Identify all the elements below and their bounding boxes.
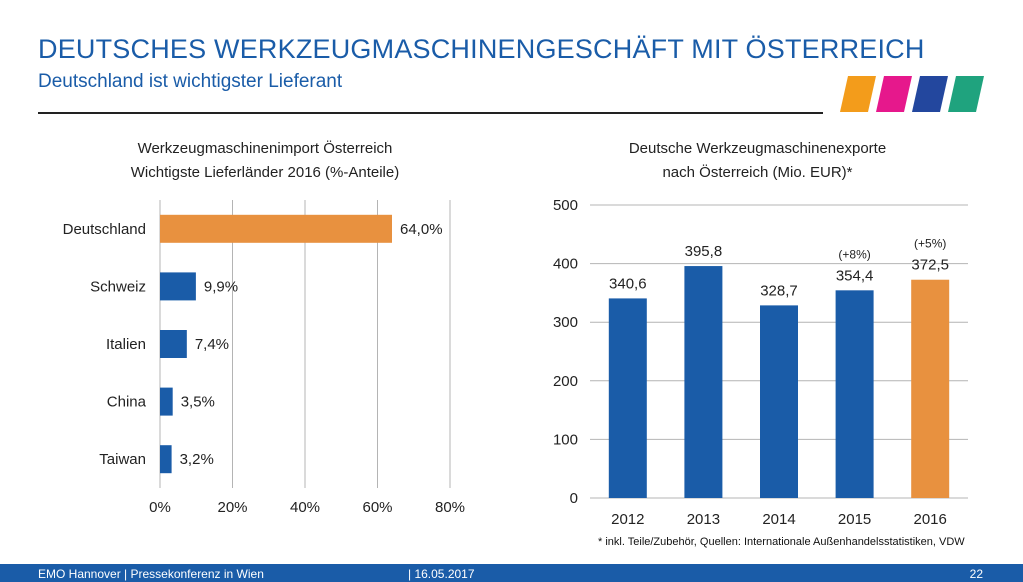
category-label: 2016 bbox=[914, 511, 947, 528]
y-tick-label: 200 bbox=[553, 373, 578, 390]
header-divider bbox=[38, 112, 823, 114]
import-share-chart: 0% 20% 40% 60% 80% Deutschland 64,0% Schweiz 9,9… bbox=[63, 200, 465, 516]
export-chart-title-line2: nach Österreich (Mio. EUR)* bbox=[662, 164, 853, 181]
bar bbox=[835, 290, 874, 498]
page-subtitle: Deutschland ist wichtigster Lieferant bbox=[38, 71, 343, 92]
x-tick-label: 60% bbox=[362, 499, 392, 516]
data-label: 3,2% bbox=[180, 451, 214, 468]
bar bbox=[160, 330, 187, 358]
x-tick-label: 40% bbox=[290, 499, 320, 516]
data-label: 372,5 bbox=[911, 257, 949, 274]
vdw-logo-icon bbox=[840, 76, 984, 112]
page-title: DEUTSCHES WERKZEUGMASCHINENGESCHÄFT MIT … bbox=[38, 34, 925, 64]
data-label: 340,6 bbox=[609, 275, 647, 292]
logo-stripe-magenta bbox=[876, 76, 912, 112]
category-label: Deutschland bbox=[63, 221, 146, 238]
category-label: 2014 bbox=[762, 511, 795, 528]
x-tick-label: 80% bbox=[435, 499, 465, 516]
category-label: 2015 bbox=[838, 511, 871, 528]
export-chart-title: Deutsche Werkzeugmaschinenexporte nach Ö… bbox=[580, 137, 935, 185]
export-volume-chart: 0 100 200 300 400 500 340,6 2012 395,8 2013 328,7 2… bbox=[553, 197, 968, 528]
category-label: Italien bbox=[106, 336, 146, 353]
bar bbox=[160, 445, 172, 474]
y-tick-label: 400 bbox=[553, 256, 578, 273]
footer-page-number: 22 bbox=[969, 567, 983, 581]
bar bbox=[608, 298, 647, 498]
y-tick-label: 0 bbox=[570, 490, 578, 507]
import-chart-title: Werkzeugmaschinenimport Österreich Wicht… bbox=[95, 137, 435, 185]
logo-stripe-orange bbox=[840, 76, 876, 112]
data-label: 328,7 bbox=[760, 282, 798, 299]
category-label: Taiwan bbox=[99, 451, 146, 468]
logo-stripe-blue bbox=[912, 76, 948, 112]
export-chart-title-line1: Deutsche Werkzeugmaschinenexporte bbox=[628, 140, 887, 157]
bar bbox=[160, 272, 196, 301]
data-label: 64,0% bbox=[400, 221, 443, 238]
category-label: 2013 bbox=[687, 511, 720, 528]
category-label: Schweiz bbox=[90, 278, 146, 295]
bar bbox=[160, 214, 392, 243]
import-chart-title-line2: Wichtigste Lieferländer 2016 (%-Anteile) bbox=[130, 164, 400, 181]
footer-event: EMO Hannover | Pressekonferenz in Wien bbox=[38, 567, 264, 581]
data-label: 3,5% bbox=[181, 394, 215, 411]
bar bbox=[684, 266, 723, 498]
footer-date: | 16.05.2017 bbox=[408, 567, 475, 581]
y-tick-label: 300 bbox=[553, 314, 578, 331]
bar bbox=[911, 279, 950, 498]
growth-annotation: (+5%) bbox=[914, 237, 946, 251]
category-label: 2012 bbox=[611, 511, 644, 528]
footer-bar: EMO Hannover | Pressekonferenz in Wien |… bbox=[0, 564, 1023, 582]
data-label: 9,9% bbox=[204, 278, 238, 295]
import-chart-title-line1: Werkzeugmaschinenimport Österreich bbox=[137, 140, 393, 157]
bar bbox=[160, 387, 173, 416]
chart-footnote: * inkl. Teile/Zubehör, Quellen: Internat… bbox=[598, 536, 965, 548]
y-tick-label: 500 bbox=[553, 197, 578, 214]
bar bbox=[760, 305, 798, 498]
data-label: 7,4% bbox=[195, 336, 229, 353]
x-tick-label: 0% bbox=[149, 499, 171, 516]
y-tick-label: 100 bbox=[553, 431, 578, 448]
logo-stripe-green bbox=[948, 76, 984, 112]
data-label: 395,8 bbox=[685, 243, 723, 260]
data-label: 354,4 bbox=[836, 267, 874, 284]
category-label: China bbox=[107, 394, 147, 411]
x-tick-label: 20% bbox=[217, 499, 247, 516]
growth-annotation: (+8%) bbox=[838, 247, 870, 261]
